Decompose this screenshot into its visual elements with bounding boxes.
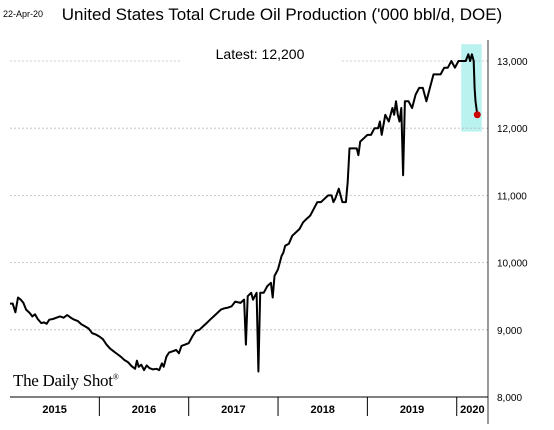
production-line	[10, 53, 479, 373]
x-year-label: 2019	[400, 404, 424, 416]
brand-logo: The Daily Shot®	[13, 371, 119, 391]
brand-registered-mark: ®	[112, 372, 119, 382]
report-date: 22-Apr-20	[3, 9, 44, 19]
y-tick-label: 10,000	[497, 259, 528, 270]
y-tick-label: 11,000	[497, 191, 527, 202]
x-year-label: 2018	[310, 404, 334, 416]
y-tick-label: 9,000	[497, 326, 522, 337]
y-tick-label: 13,000	[497, 57, 528, 68]
x-year-label: 2017	[221, 404, 245, 416]
x-year-label: 2016	[132, 404, 156, 416]
x-year-label: 2020	[460, 404, 484, 416]
x-year-label: 2015	[42, 404, 66, 416]
y-tick-label: 8,000	[497, 393, 522, 404]
latest-value-annotation: Latest: 12,200	[180, 46, 340, 62]
chart-title: United States Total Crude Oil Production…	[61, 5, 503, 24]
y-tick-label: 12,000	[497, 124, 528, 135]
latest-point-marker	[473, 111, 481, 119]
brand-name: The Daily Shot	[13, 371, 113, 390]
